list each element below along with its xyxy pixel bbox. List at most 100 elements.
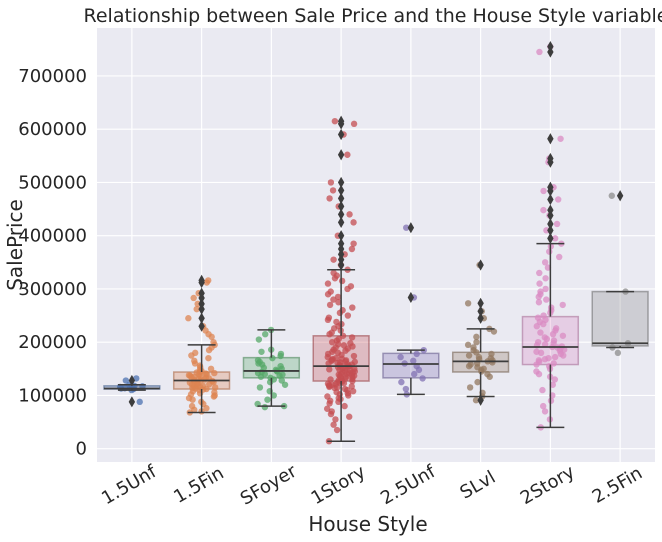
data-point [608, 192, 615, 199]
data-point [347, 283, 355, 290]
data-point [329, 187, 337, 194]
data-point [331, 117, 339, 125]
data-point [540, 312, 547, 319]
data-point [327, 376, 334, 383]
flier-marker [547, 193, 554, 206]
data-point [255, 336, 263, 343]
data-point [205, 354, 212, 362]
data-point [536, 269, 543, 277]
data-point [326, 301, 334, 309]
data-point [535, 357, 543, 364]
data-point [559, 332, 567, 339]
box-2.5Unf [382, 352, 440, 379]
data-point [549, 381, 556, 388]
chart-title: Relationship between Sale Price and the … [84, 5, 662, 27]
data-point [192, 349, 199, 357]
flier-marker [547, 133, 554, 145]
flier-marker [547, 224, 554, 236]
data-point [324, 280, 332, 287]
flier-marker [337, 200, 345, 212]
flier-marker [547, 152, 554, 165]
data-point [533, 348, 540, 355]
data-point [341, 402, 348, 410]
data-point [348, 334, 356, 341]
data-point [258, 348, 265, 355]
data-point [207, 365, 215, 373]
data-point [185, 372, 193, 379]
data-point [330, 296, 337, 303]
data-point [553, 220, 561, 228]
data-point [556, 253, 563, 261]
data-point [544, 264, 552, 271]
flier-marker [547, 218, 554, 230]
data-point [470, 344, 477, 351]
y-tick-label: 500000 [18, 172, 87, 193]
data-point [269, 354, 276, 362]
data-point [350, 352, 358, 360]
flier-marker [337, 216, 345, 228]
data-point [188, 402, 196, 410]
data-point [327, 288, 334, 295]
flier-marker [198, 287, 205, 299]
data-point [332, 354, 340, 362]
data-point [464, 300, 472, 307]
data-point [349, 387, 357, 395]
data-point [541, 408, 549, 415]
data-point [541, 341, 549, 348]
data-point [555, 196, 562, 203]
y-tick-label: 200000 [18, 332, 87, 353]
data-point [413, 350, 420, 358]
data-point [338, 277, 346, 285]
data-point [334, 293, 342, 301]
data-point [536, 48, 543, 56]
data-point [410, 357, 417, 365]
data-point [264, 396, 271, 403]
data-point [325, 314, 333, 321]
data-point [335, 299, 342, 306]
data-point [211, 389, 218, 396]
data-point [545, 354, 552, 362]
flier-marker [198, 274, 205, 287]
data-point [324, 405, 331, 412]
data-point [537, 288, 544, 295]
flier-marker [198, 298, 205, 310]
y-tick-label: 400000 [18, 226, 87, 247]
data-point [344, 312, 352, 319]
data-point [199, 382, 207, 390]
data-point [542, 275, 549, 282]
data-point [475, 353, 483, 361]
data-point [332, 416, 339, 423]
data-point [557, 135, 564, 142]
data-point [324, 393, 331, 400]
data-point [339, 307, 346, 314]
y-tick-label: 0 [76, 439, 87, 460]
flier-marker [547, 204, 554, 216]
x-axis-label: House Style [308, 512, 427, 536]
data-point [327, 179, 335, 186]
data-point [402, 385, 410, 393]
data-point [551, 235, 559, 242]
data-point [261, 403, 269, 411]
flier-marker [547, 41, 554, 53]
data-point [411, 370, 418, 378]
flier-marker [337, 184, 345, 197]
flier-marker [477, 297, 484, 309]
flier-marker [198, 312, 205, 324]
data-point [333, 426, 341, 434]
data-point [464, 341, 472, 349]
whiskers [103, 242, 649, 442]
data-point [547, 304, 555, 311]
y-tick-label: 600000 [18, 119, 87, 140]
data-point [193, 305, 200, 313]
plot-area [97, 28, 655, 462]
data-point [403, 224, 410, 231]
data-point [211, 384, 219, 391]
data-point [484, 370, 491, 378]
data-point [351, 358, 359, 366]
data-point [472, 397, 480, 404]
data-point [270, 392, 277, 399]
data-point [267, 374, 274, 382]
flier-marker [547, 181, 554, 193]
data-point [533, 368, 540, 375]
